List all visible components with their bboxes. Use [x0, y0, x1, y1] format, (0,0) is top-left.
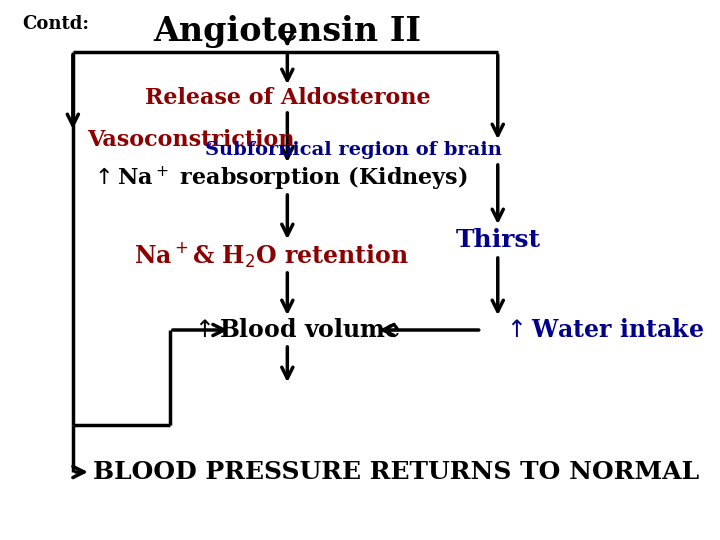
Text: Contd:: Contd: [22, 15, 90, 33]
Text: Thirst: Thirst [455, 228, 540, 252]
Text: $\uparrow$Water intake: $\uparrow$Water intake [502, 318, 704, 342]
Text: Angiotensin II: Angiotensin II [153, 15, 421, 48]
Text: Subfornical region of brain: Subfornical region of brain [205, 141, 502, 159]
Text: BLOOD PRESSURE RETURNS TO NORMAL: BLOOD PRESSURE RETURNS TO NORMAL [93, 460, 699, 484]
Text: Release of Aldosterone: Release of Aldosterone [145, 87, 430, 109]
Text: Vasoconstriction: Vasoconstriction [87, 129, 295, 151]
Text: Na$^+$& H$_2$O retention: Na$^+$& H$_2$O retention [133, 240, 409, 269]
Text: $\uparrow$Na$^+$ reabsorption (Kidneys): $\uparrow$Na$^+$ reabsorption (Kidneys) [90, 164, 468, 192]
Text: $\uparrow$Blood volume: $\uparrow$Blood volume [190, 318, 401, 342]
